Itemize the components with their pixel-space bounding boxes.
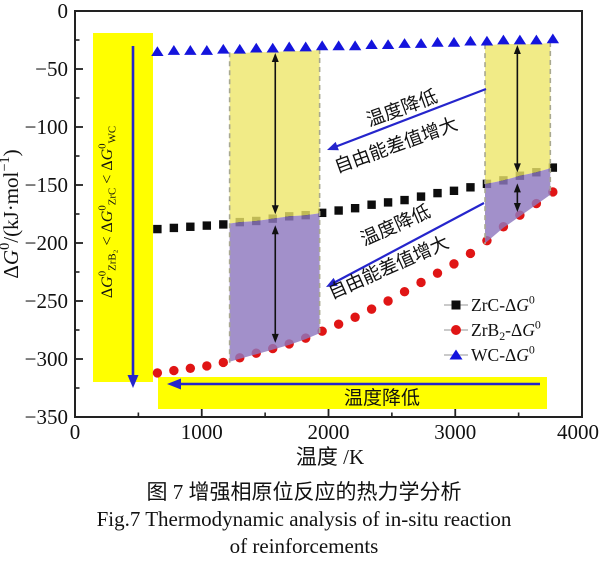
svg-text:4000: 4000 — [557, 420, 599, 444]
svg-text:−300: −300 — [25, 347, 68, 371]
legend: ZrC-ΔG0 ZrB2-ΔG0WC-ΔG0 — [444, 293, 541, 365]
axis-titles: 温度 /K ΔG0/(kJ·mol−1) — [0, 149, 364, 469]
caption-english-line1: Fig.7 Thermodynamic analysis of in-situ … — [96, 507, 512, 531]
svg-text:−50: −50 — [35, 57, 68, 81]
axes-frame: 0 1000 2000 3000 4000 0 −50 −100 −150 −200 −250 −30… — [25, 0, 599, 444]
figure-caption: 图 7 增强相原位反应的热力学分析 Fig.7 Thermodynamic an… — [0, 478, 608, 560]
svg-text:ΔG0ZrB₂ < ΔG0ZrC < ΔG0WC: ΔG0ZrB₂ < ΔG0ZrC < ΔG0WC — [96, 126, 118, 298]
svg-text:−350: −350 — [25, 405, 68, 429]
thermodynamic-chart: ΔG0ZrB₂ < ΔG0ZrC < ΔG0WC温度降低温度降低自由能差值增大温… — [0, 0, 599, 469]
svg-text:3000: 3000 — [434, 420, 476, 444]
svg-text:2000: 2000 — [308, 420, 350, 444]
svg-text:自由能差值增大: 自由能差值增大 — [325, 232, 452, 304]
svg-text:−150: −150 — [25, 173, 68, 197]
svg-text:0: 0 — [70, 420, 81, 444]
caption-chinese: 图 7 增强相原位反应的热力学分析 — [146, 480, 462, 504]
gap-arrows — [271, 45, 521, 343]
svg-text:温度 /K: 温度 /K — [296, 445, 364, 469]
band-dashed-borders — [228, 42, 552, 363]
caption-english-line2: of reinforcements — [229, 534, 379, 558]
svg-text:0: 0 — [58, 0, 69, 23]
svg-text:ZrC-ΔG0: ZrC-ΔG0 — [471, 293, 535, 315]
svg-text:−100: −100 — [25, 115, 68, 139]
svg-text:−200: −200 — [25, 231, 68, 255]
left-inequality-band: ΔG0ZrB₂ < ΔG0ZrC < ΔG0WC — [93, 33, 153, 388]
svg-text:ΔG0/(kJ·mol−1): ΔG0/(kJ·mol−1) — [0, 149, 23, 278]
bottom-temperature-band: 温度降低 — [158, 377, 547, 409]
series-wc-points — [151, 33, 560, 56]
svg-text:1000: 1000 — [181, 420, 223, 444]
svg-text:ZrB2-ΔG0: ZrB2-ΔG0 — [471, 318, 541, 343]
svg-text:温度降低: 温度降低 — [344, 387, 420, 409]
svg-text:WC-ΔG0: WC-ΔG0 — [471, 343, 535, 365]
svg-text:−250: −250 — [25, 289, 68, 313]
